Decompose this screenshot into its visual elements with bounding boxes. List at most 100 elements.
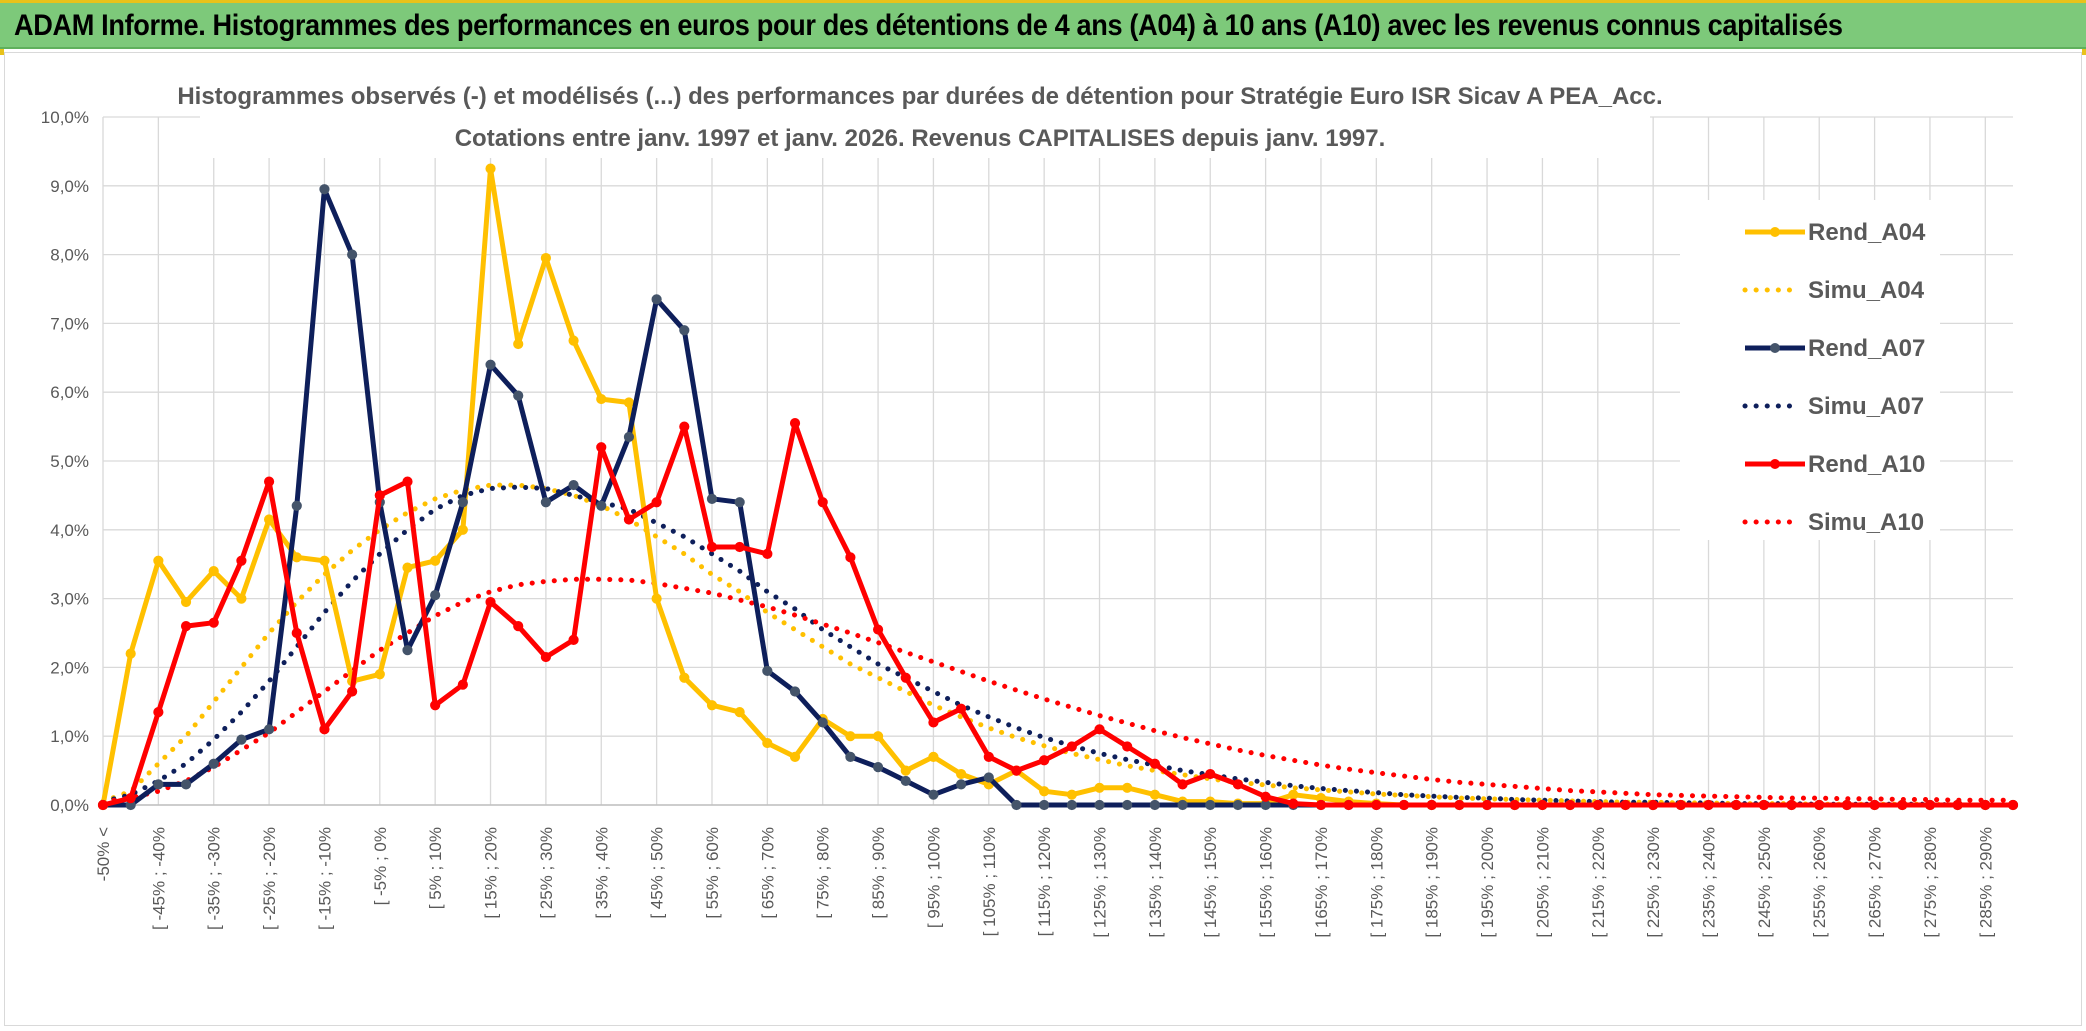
legend-item-simu-a10: Simu_A10 xyxy=(1742,509,1924,536)
data-point xyxy=(125,793,136,804)
data-point xyxy=(2007,799,2019,811)
legend-item-rend-a04: Rend_A04 xyxy=(1745,219,1926,246)
chart-subtitle: Cotations entre janv. 1997 et janv. 2026… xyxy=(455,125,1386,152)
data-point xyxy=(153,779,164,790)
data-point xyxy=(845,552,856,563)
x-tick-label: [ 85% ; 90% xyxy=(869,827,888,919)
data-point xyxy=(1869,799,1880,811)
data-point xyxy=(789,418,801,429)
y-tick-label: 4,0% xyxy=(50,521,89,540)
x-tick-label: [ 35% ; 40% xyxy=(592,827,611,919)
series-simu-a07 xyxy=(100,484,2016,808)
data-point xyxy=(319,184,330,195)
legend-label: Simu_A07 xyxy=(1808,393,1924,420)
y-tick-label: 0,0% xyxy=(50,796,89,815)
data-point xyxy=(236,734,247,745)
data-point xyxy=(457,497,468,508)
x-tick-label: [ 15% ; 20% xyxy=(482,827,501,919)
edge-marker-right xyxy=(2082,49,2086,55)
data-point xyxy=(1039,799,1050,811)
data-point xyxy=(789,686,801,697)
x-tick-label: [ -35% ; -30% xyxy=(205,827,224,930)
data-point xyxy=(347,249,358,260)
series-line xyxy=(100,576,2016,805)
x-tick-label: [ 175% ; 180% xyxy=(1367,827,1386,938)
data-point xyxy=(817,717,828,728)
data-point xyxy=(1039,786,1050,797)
legend-marker xyxy=(1770,227,1780,237)
legend-backdrop xyxy=(1680,200,1940,540)
legend-label: Simu_A04 xyxy=(1808,277,1925,304)
series-line xyxy=(102,420,2013,808)
data-point xyxy=(706,700,718,711)
data-point xyxy=(679,325,690,336)
data-point xyxy=(1592,799,1603,811)
y-tick-label: 1,0% xyxy=(50,727,89,746)
data-point xyxy=(1122,799,1133,811)
legend-item-simu-a07: Simu_A07 xyxy=(1742,393,1924,420)
data-point xyxy=(623,514,635,525)
data-point xyxy=(789,751,801,762)
report-title: ADAM Informe. Histogrammes des performan… xyxy=(14,9,1843,42)
data-point xyxy=(1122,741,1133,752)
data-point xyxy=(1205,768,1216,780)
data-point xyxy=(263,476,275,487)
data-point xyxy=(153,555,164,566)
data-point xyxy=(872,624,884,635)
data-point xyxy=(180,596,192,608)
data-point xyxy=(1814,799,1825,811)
legend-label: Rend_A04 xyxy=(1808,219,1926,246)
chart-series xyxy=(97,163,2019,811)
data-point xyxy=(568,335,579,346)
data-point xyxy=(97,799,109,811)
data-point xyxy=(1122,782,1133,793)
data-point xyxy=(596,500,607,511)
data-point xyxy=(402,645,413,656)
data-point xyxy=(236,593,247,604)
data-point xyxy=(1343,799,1354,811)
x-tick-label: [ 55% ; 60% xyxy=(703,827,722,919)
data-point xyxy=(540,651,551,663)
x-tick-label: [ 205% ; 210% xyxy=(1533,827,1552,938)
data-point xyxy=(900,775,911,787)
y-tick-label: 2,0% xyxy=(50,658,89,677)
data-point xyxy=(1537,799,1548,811)
data-point xyxy=(236,555,247,566)
chart-title-backdrop xyxy=(200,74,1650,158)
x-tick-label: [ 215% ; 220% xyxy=(1589,827,1608,938)
data-point xyxy=(485,596,496,608)
data-point xyxy=(374,490,385,501)
data-point xyxy=(208,758,219,769)
data-point xyxy=(540,497,551,508)
data-point xyxy=(485,163,496,174)
x-tick-label: [ -15% ; -10% xyxy=(315,827,334,930)
y-tick-label: 3,0% xyxy=(50,590,89,609)
data-point xyxy=(1260,791,1271,802)
data-point xyxy=(291,627,302,639)
data-point xyxy=(845,751,856,762)
data-point xyxy=(623,431,635,443)
data-point xyxy=(1011,799,1022,811)
legend-marker xyxy=(1770,343,1780,353)
data-point xyxy=(319,724,330,735)
x-tick-label: [ 95% ; 100% xyxy=(924,827,943,928)
data-point xyxy=(513,338,524,350)
x-tick-label: [ 195% ; 200% xyxy=(1478,827,1497,938)
x-tick-label: [ 165% ; 170% xyxy=(1312,827,1331,938)
data-point xyxy=(596,393,607,405)
series-simu-a10 xyxy=(100,576,2016,805)
x-axis: -50% < [ -45% ; -40% [ -35% ; -30% [ -25% ;… xyxy=(94,804,2013,938)
x-tick-label: [ 5% ; 10% xyxy=(426,827,445,909)
data-point xyxy=(263,724,275,735)
data-point xyxy=(180,621,192,632)
x-tick-label: [ 255% ; 260% xyxy=(1810,827,1829,938)
data-point xyxy=(651,497,662,508)
data-point xyxy=(1703,799,1714,811)
data-point xyxy=(291,500,302,511)
data-point xyxy=(1565,799,1576,811)
legend-item-rend-a07: Rend_A07 xyxy=(1745,335,1925,362)
series-line xyxy=(100,484,2016,808)
x-tick-label: [ 245% ; 250% xyxy=(1755,827,1774,938)
data-point xyxy=(928,717,939,728)
